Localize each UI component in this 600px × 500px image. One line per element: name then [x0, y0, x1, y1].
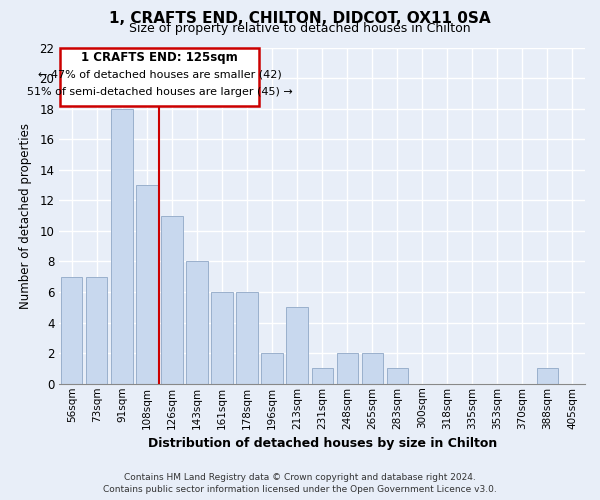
Bar — [537, 368, 558, 384]
Text: Size of property relative to detached houses in Chilton: Size of property relative to detached ho… — [129, 22, 471, 35]
Bar — [286, 308, 308, 384]
Bar — [236, 292, 257, 384]
Y-axis label: Number of detached properties: Number of detached properties — [19, 122, 32, 308]
Text: 51% of semi-detached houses are larger (45) →: 51% of semi-detached houses are larger (… — [26, 87, 292, 97]
Bar — [337, 353, 358, 384]
Bar — [262, 353, 283, 384]
Text: Contains HM Land Registry data © Crown copyright and database right 2024.
Contai: Contains HM Land Registry data © Crown c… — [103, 472, 497, 494]
Text: 1 CRAFTS END: 125sqm: 1 CRAFTS END: 125sqm — [81, 51, 238, 64]
FancyBboxPatch shape — [60, 48, 259, 106]
Bar — [61, 277, 82, 384]
Text: 1, CRAFTS END, CHILTON, DIDCOT, OX11 0SA: 1, CRAFTS END, CHILTON, DIDCOT, OX11 0SA — [109, 11, 491, 26]
X-axis label: Distribution of detached houses by size in Chilton: Distribution of detached houses by size … — [148, 437, 497, 450]
Text: ← 47% of detached houses are smaller (42): ← 47% of detached houses are smaller (42… — [38, 69, 281, 79]
Bar — [187, 262, 208, 384]
Bar — [211, 292, 233, 384]
Bar — [86, 277, 107, 384]
Bar — [161, 216, 182, 384]
Bar — [111, 108, 133, 384]
Bar — [386, 368, 408, 384]
Bar — [311, 368, 333, 384]
Bar — [136, 185, 158, 384]
Bar — [362, 353, 383, 384]
